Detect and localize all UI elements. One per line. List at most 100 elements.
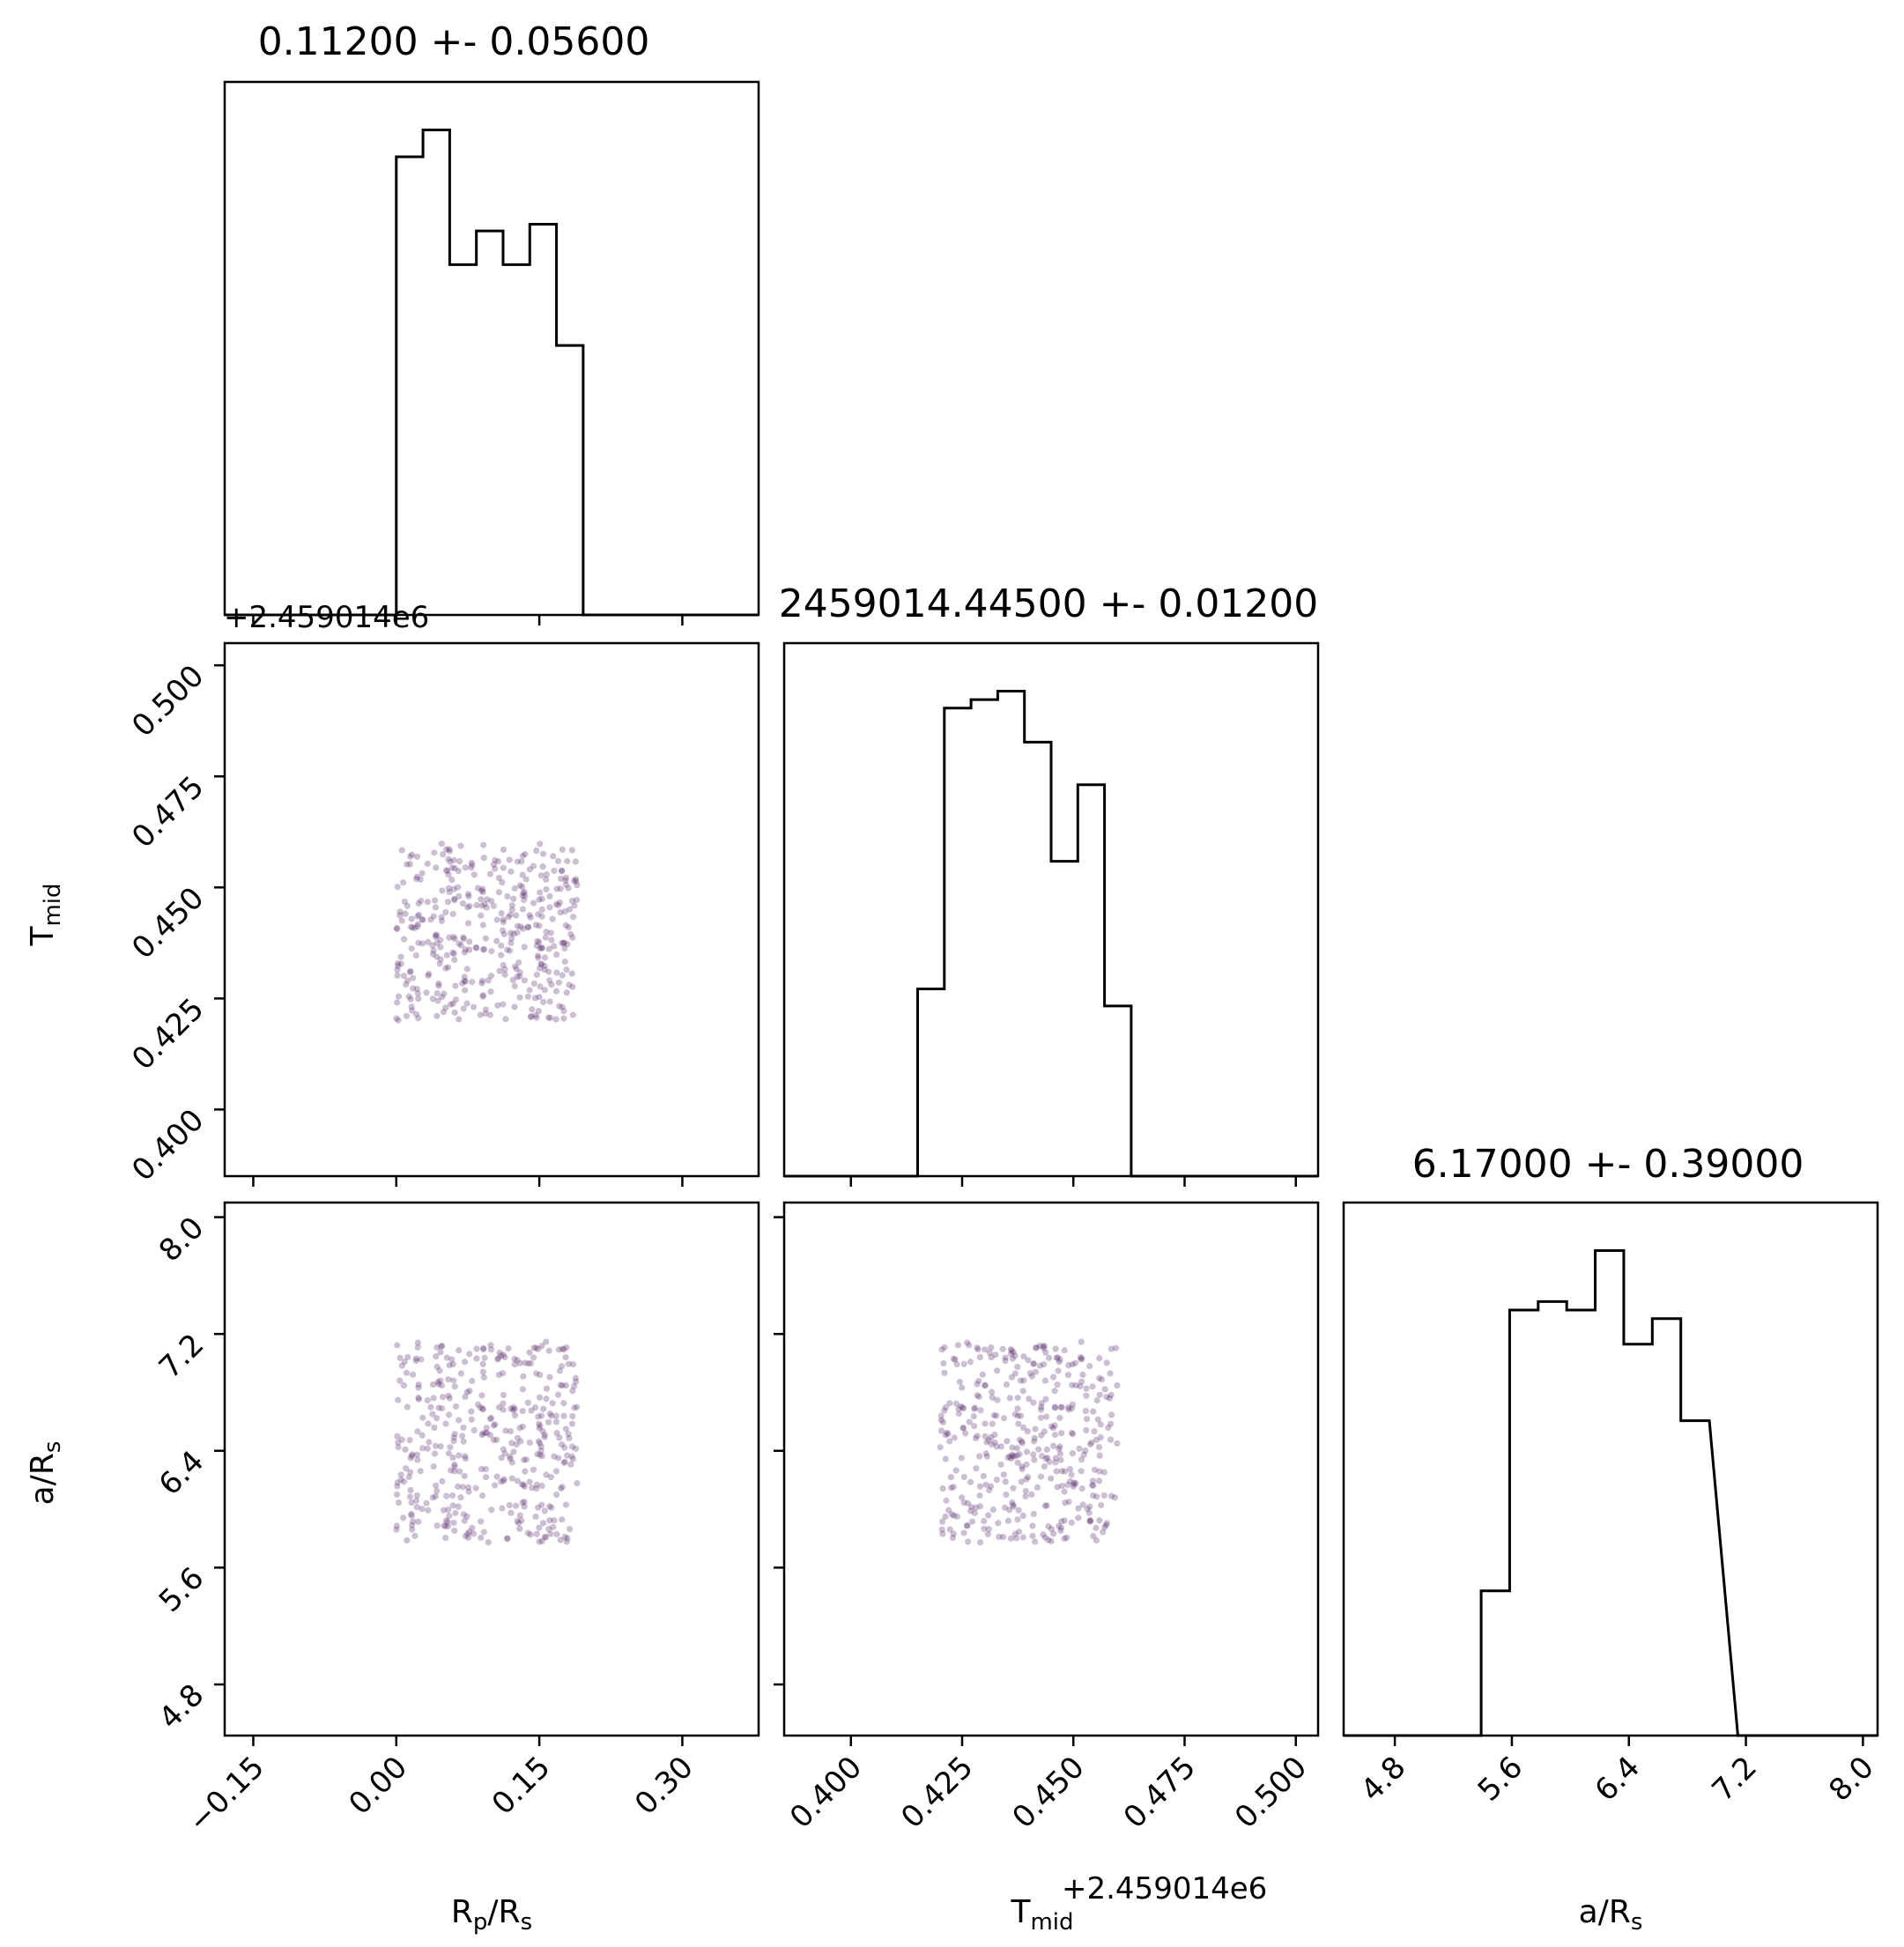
scatter-point-rprs-vs-ars-135 xyxy=(535,1345,542,1352)
scatter-point-rprs-vs-tmid-133 xyxy=(562,874,570,881)
scatter-point-rprs-vs-ars-18 xyxy=(462,1455,469,1462)
scatter-point-rprs-vs-tmid-15 xyxy=(546,892,553,899)
scatter-point-rprs-vs-ars-291 xyxy=(413,1504,420,1511)
scatter-point-rprs-vs-ars-324 xyxy=(542,1534,549,1541)
scatter-point-tmid-vs-ars-279 xyxy=(1018,1478,1025,1485)
scatter-point-rprs-vs-tmid-392 xyxy=(426,970,433,978)
scatter-point-rprs-vs-tmid-57 xyxy=(449,1000,456,1007)
scatter-point-rprs-vs-ars-310 xyxy=(464,1530,471,1537)
scatter-point-rprs-vs-tmid-350 xyxy=(393,924,400,932)
histogram-bar-ars-6 xyxy=(1652,1319,1680,1736)
scatter-point-rprs-vs-tmid-119 xyxy=(441,990,448,997)
scatter-point-rprs-vs-ars-7 xyxy=(478,1465,485,1473)
scatter-point-tmid-vs-ars-341 xyxy=(1050,1373,1057,1381)
scatter-point-tmid-vs-ars-342 xyxy=(1014,1516,1021,1523)
scatter-point-rprs-vs-ars-278 xyxy=(548,1504,555,1511)
scatter-point-tmid-vs-ars-55 xyxy=(1062,1468,1069,1475)
scatter-point-rprs-vs-ars-199 xyxy=(415,1381,422,1388)
scatter-point-tmid-vs-ars-185 xyxy=(1072,1479,1079,1487)
scatter-point-rprs-vs-tmid-284 xyxy=(474,885,482,892)
scatter-point-rprs-vs-ars-142 xyxy=(450,1377,457,1384)
scatter-point-tmid-vs-ars-340 xyxy=(996,1533,1003,1541)
scatter-point-rprs-vs-tmid-388 xyxy=(437,944,444,951)
scatter-point-tmid-vs-ars-150 xyxy=(1084,1506,1091,1513)
scatter-point-rprs-vs-ars-14 xyxy=(541,1432,548,1439)
scatter-point-tmid-vs-ars-304 xyxy=(986,1349,993,1357)
scatter-point-rprs-vs-ars-248 xyxy=(404,1536,411,1544)
scatter-point-rprs-vs-ars-255 xyxy=(455,1503,462,1510)
scatter-point-rprs-vs-ars-61 xyxy=(541,1433,548,1440)
scatter-point-rprs-vs-ars-49 xyxy=(520,1373,527,1380)
scatter-point-tmid-vs-ars-183 xyxy=(1055,1367,1062,1374)
scatter-point-tmid-vs-ars-318 xyxy=(1056,1414,1063,1422)
scatter-point-tmid-vs-ars-254 xyxy=(960,1529,967,1536)
scatter-point-tmid-vs-ars-32 xyxy=(1038,1403,1045,1410)
scatter-point-tmid-vs-ars-141 xyxy=(962,1430,969,1437)
scatter-point-rprs-vs-tmid-291 xyxy=(413,985,420,993)
scatter-point-rprs-vs-tmid-34 xyxy=(408,851,416,858)
scatter-point-rprs-vs-ars-44 xyxy=(516,1425,523,1432)
scatter-point-tmid-vs-ars-160 xyxy=(1082,1447,1089,1455)
scatter-point-rprs-vs-tmid-118 xyxy=(468,864,475,871)
scatter-point-tmid-vs-ars-215 xyxy=(955,1410,963,1418)
scatter-point-rprs-vs-tmid-359 xyxy=(564,857,571,864)
scatter-point-rprs-vs-ars-53 xyxy=(463,1513,470,1520)
scatter-point-rprs-vs-tmid-127 xyxy=(519,871,526,878)
scatter-point-rprs-vs-tmid-267 xyxy=(442,1004,449,1011)
scatter-point-tmid-vs-ars-216 xyxy=(1072,1381,1080,1389)
scatter-point-tmid-vs-ars-233 xyxy=(937,1444,944,1451)
scatter-point-rprs-vs-ars-21 xyxy=(394,1483,401,1490)
scatter-point-rprs-vs-tmid-25 xyxy=(493,937,500,944)
scatter-point-rprs-vs-ars-385 xyxy=(532,1404,539,1411)
histogram-bar-tmid-5 xyxy=(1051,862,1078,1176)
scatter-point-rprs-vs-ars-262 xyxy=(408,1453,415,1460)
scatter-point-rprs-vs-tmid-252 xyxy=(478,912,485,919)
scatter-point-tmid-vs-ars-8 xyxy=(1002,1354,1009,1361)
scatter-point-tmid-vs-ars-73 xyxy=(967,1358,974,1366)
scatter-point-rprs-vs-ars-126 xyxy=(395,1499,403,1507)
scatter-point-rprs-vs-tmid-20 xyxy=(438,994,446,1001)
scatter-point-tmid-vs-ars-140 xyxy=(1091,1466,1099,1473)
scatter-point-rprs-vs-ars-148 xyxy=(446,1512,453,1520)
histogram-bar-tmid-0 xyxy=(918,989,945,1176)
scatter-point-tmid-vs-ars-172 xyxy=(1078,1356,1085,1363)
scatter-point-rprs-vs-ars-218 xyxy=(457,1370,465,1377)
scatter-point-rprs-vs-ars-12 xyxy=(569,1388,576,1395)
histogram-bar-ars-1 xyxy=(1509,1310,1537,1736)
scatter-point-rprs-vs-ars-214 xyxy=(560,1400,567,1407)
scatter-point-rprs-vs-tmid-161 xyxy=(527,914,534,922)
scatter-point-tmid-vs-ars-71 xyxy=(1007,1351,1014,1358)
scatter-point-tmid-vs-ars-194 xyxy=(991,1439,998,1446)
scatter-point-tmid-vs-ars-49 xyxy=(1028,1373,1036,1380)
scatter-point-rprs-vs-tmid-30 xyxy=(538,895,545,902)
scatter-point-rprs-vs-tmid-255 xyxy=(455,868,462,875)
scatter-point-rprs-vs-ars-175 xyxy=(397,1477,404,1484)
scatter-point-rprs-vs-ars-157 xyxy=(450,1519,457,1527)
scatter-point-rprs-vs-tmid-32 xyxy=(427,916,434,923)
scatter-point-tmid-vs-ars-280 xyxy=(1077,1354,1084,1361)
scatter-point-rprs-vs-ars-351 xyxy=(460,1511,467,1518)
scatter-point-tmid-vs-ars-325 xyxy=(937,1427,945,1434)
scatter-point-rprs-vs-tmid-218 xyxy=(457,942,465,949)
scatter-point-tmid-vs-ars-306 xyxy=(1103,1359,1110,1366)
scatter-point-tmid-vs-ars-99 xyxy=(1009,1444,1016,1451)
scatter-point-tmid-vs-ars-87 xyxy=(964,1522,971,1529)
scatter-point-rprs-vs-tmid-239 xyxy=(433,931,441,938)
scatter-point-tmid-vs-ars-226 xyxy=(1042,1349,1049,1356)
scatter-point-tmid-vs-ars-132 xyxy=(951,1434,958,1441)
scatter-point-rprs-vs-ars-182 xyxy=(433,1482,440,1489)
scatter-point-rprs-vs-tmid-14 xyxy=(541,962,548,970)
scatter-point-tmid-vs-ars-168 xyxy=(960,1473,967,1481)
scatter-point-rprs-vs-ars-159 xyxy=(398,1436,405,1443)
scatter-point-rprs-vs-ars-69 xyxy=(561,1458,568,1465)
scatter-point-rprs-vs-ars-37 xyxy=(538,1453,545,1460)
scatter-point-rprs-vs-ars-185 xyxy=(574,1479,581,1487)
scatter-point-tmid-vs-ars-62 xyxy=(1030,1399,1037,1406)
scatter-point-rprs-vs-ars-368 xyxy=(473,1345,480,1352)
scatter-point-tmid-vs-ars-214 xyxy=(946,1400,953,1407)
scatter-point-tmid-vs-ars-205 xyxy=(1096,1391,1103,1398)
scatter-point-tmid-vs-ars-302 xyxy=(946,1438,953,1445)
scatter-point-rprs-vs-ars-283 xyxy=(509,1407,516,1414)
scatter-point-rprs-vs-ars-287 xyxy=(445,1507,452,1514)
scatter-point-tmid-vs-ars-68 xyxy=(992,1351,999,1358)
